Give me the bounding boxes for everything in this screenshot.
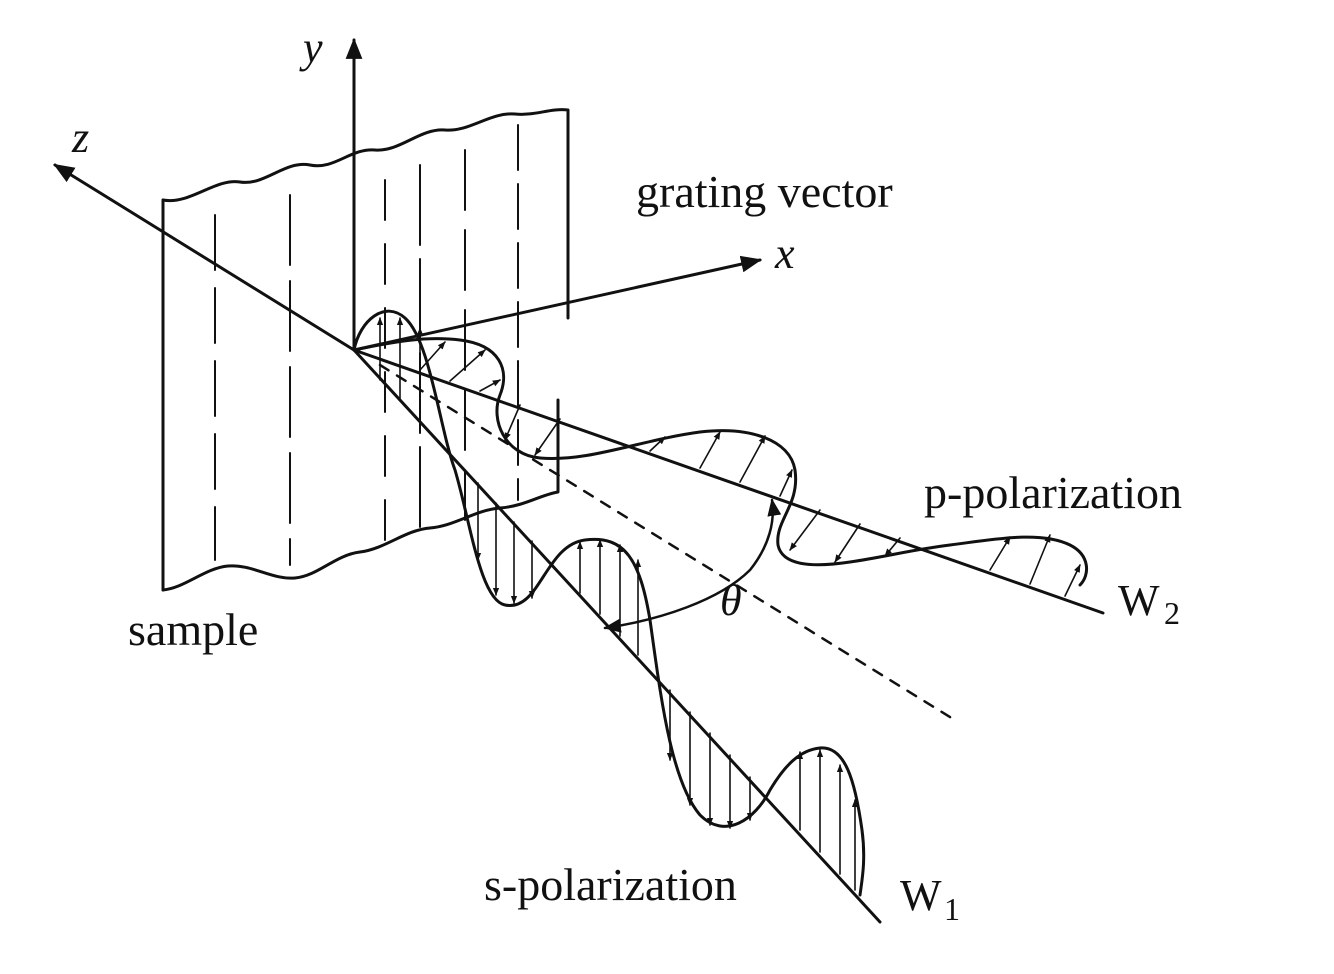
theta-label: θ	[720, 576, 742, 625]
w2-label: W 2	[1118, 576, 1180, 631]
z-axis-label: z	[71, 113, 89, 162]
s-polarization-label: s-polarization	[484, 859, 737, 910]
x-axis-line	[352, 255, 763, 352]
z-axis-line	[53, 163, 356, 352]
theta-arc	[603, 498, 782, 633]
w1-label: W 1	[900, 871, 960, 927]
beam-w1-line	[352, 348, 882, 924]
sample-label: sample	[128, 604, 258, 655]
s-polarization-wave	[352, 309, 866, 897]
svg-text:W: W	[1118, 576, 1160, 625]
bisector-dashed-line	[378, 363, 960, 724]
y-axis-label: y	[299, 23, 323, 72]
beam-w2-line	[352, 348, 1105, 615]
x-axis-label: x	[774, 229, 795, 278]
svg-text:1: 1	[944, 891, 960, 927]
p-polarization-label: p-polarization	[924, 467, 1182, 518]
grating-lines	[214, 124, 519, 566]
svg-text:2: 2	[1164, 595, 1180, 631]
p-polarization-wave	[352, 337, 1089, 597]
svg-text:W: W	[900, 871, 942, 920]
grating-vector-label: grating vector	[636, 166, 893, 217]
